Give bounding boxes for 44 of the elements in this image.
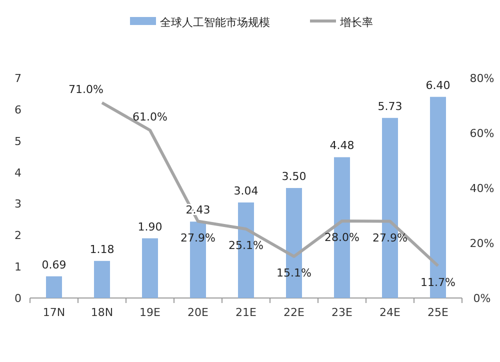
data-label: 5.73: [378, 100, 402, 113]
x-tick-label: 20E: [188, 306, 209, 319]
bar: [142, 238, 158, 298]
y-tick-label: 7: [14, 72, 22, 85]
y2-tick-label: 20%: [470, 237, 494, 250]
y-tick-label: 2: [14, 229, 22, 242]
data-label: 6.40: [426, 78, 450, 92]
y2-tick-label: 0%: [473, 292, 491, 305]
data-label: 1.18: [90, 242, 114, 256]
x-tick-label: 19E: [140, 306, 161, 319]
data-label: 28.0%: [324, 231, 360, 244]
x-tick-label: 24E: [380, 306, 401, 319]
y2-tick-label: 40%: [470, 182, 494, 195]
y2-tick-label: 80%: [470, 72, 494, 85]
x-tick-label: 23E: [332, 306, 353, 319]
data-label: 3.04: [234, 184, 258, 198]
data-label: 4.48: [330, 139, 354, 152]
y-tick-label: 0: [14, 292, 22, 305]
data-label: 71.0%: [68, 82, 104, 96]
data-label: 15.1%: [276, 266, 312, 280]
y-tick-label: 6: [14, 103, 22, 116]
x-tick-label: 17N: [42, 306, 66, 319]
x-tick-label: 25E: [428, 306, 449, 319]
x-tick-label: 21E: [236, 306, 257, 319]
x-tick-label: 22E: [284, 306, 305, 319]
legend-label: 全球人工智能市场规模: [160, 16, 270, 29]
data-label: 1.90: [138, 220, 162, 234]
data-label: 27.9%: [180, 231, 216, 244]
y-tick-label: 4: [14, 166, 22, 180]
data-label: 27.9%: [372, 231, 408, 244]
data-label: 0.69: [42, 258, 66, 272]
y-tick-label: 3: [14, 198, 22, 211]
data-label: 2.43: [186, 204, 210, 217]
bar: [46, 276, 62, 298]
data-label: 61.0%: [132, 110, 168, 124]
data-label: 25.1%: [228, 238, 264, 252]
x-tick-label: 18N: [90, 306, 114, 319]
y2-tick-label: 60%: [470, 127, 494, 140]
y-tick-label: 1: [14, 260, 22, 274]
bar: [94, 260, 110, 298]
data-label: 3.50: [282, 170, 306, 183]
y-tick-label: 5: [14, 134, 22, 148]
data-label: 11.7%: [420, 276, 456, 289]
legend-label: 增长率: [339, 16, 373, 29]
